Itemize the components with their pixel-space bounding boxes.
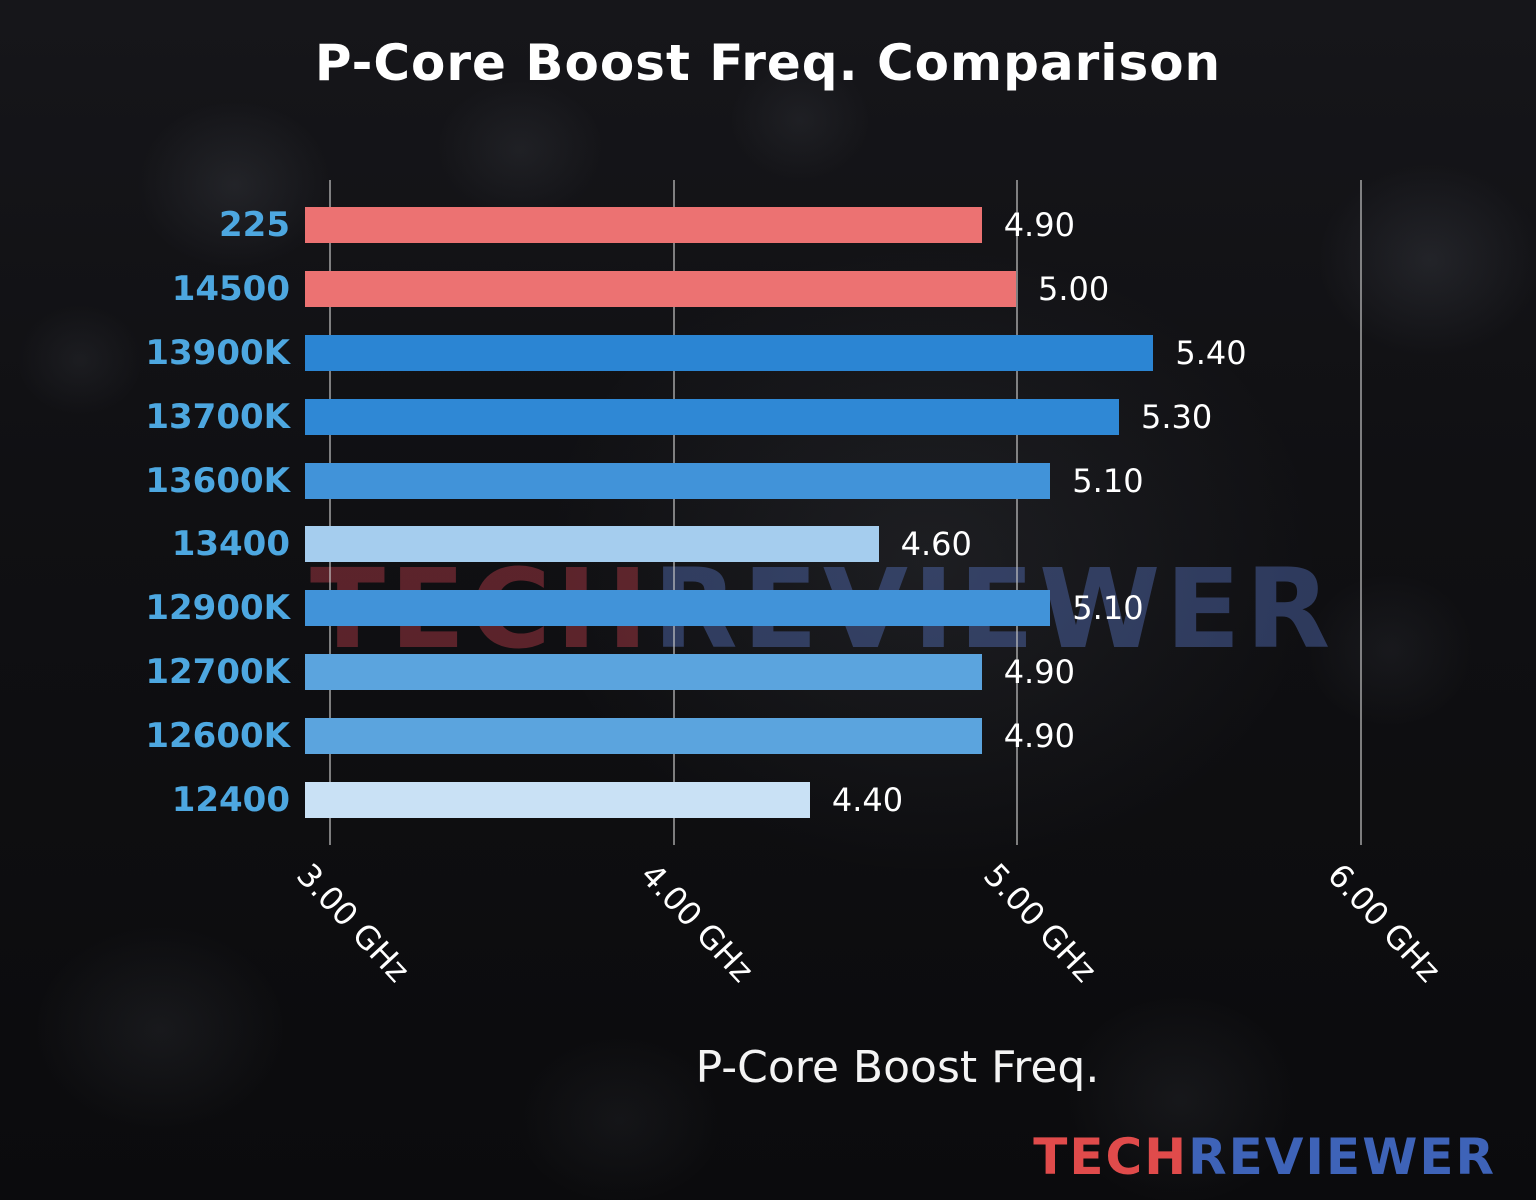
x-tick-label: 5.00 GHz <box>976 856 1105 990</box>
y-axis-labels: 225 14500 13900K 13700K 13600K 13400 12900K 127… <box>0 193 290 832</box>
watermark-corner: TECHREVIEWER <box>1033 1128 1496 1186</box>
bar-row: 5.30 <box>305 385 1490 449</box>
bar-row: 5.10 <box>305 449 1490 513</box>
bar-row: 5.40 <box>305 321 1490 385</box>
bar <box>305 270 1016 307</box>
bar <box>305 462 1051 499</box>
category-label: 13900K <box>145 332 290 373</box>
value-label: 5.30 <box>1141 397 1213 436</box>
value-label: 4.90 <box>1003 653 1075 692</box>
bar <box>305 526 879 563</box>
gridline <box>1359 180 1362 845</box>
bar <box>305 398 1119 435</box>
category-label: 13700K <box>145 396 290 437</box>
bar-row: 5.00 <box>305 257 1490 321</box>
value-label: 4.90 <box>1003 205 1075 244</box>
gridline <box>672 180 675 845</box>
bar-row: 4.90 <box>305 640 1490 704</box>
category-label: 12400 <box>171 780 290 821</box>
value-label: 4.90 <box>1003 717 1075 756</box>
category-label: 13400 <box>171 524 290 565</box>
x-tick-label: 6.00 GHz <box>1319 856 1448 990</box>
bar <box>305 334 1154 371</box>
bar-row: 5.10 <box>305 576 1490 640</box>
bar <box>305 782 810 819</box>
gridline <box>1016 180 1018 845</box>
bars-layer: 4.90 5.00 5.40 5.30 5.10 4.60 5.10 4.90 4.90 4.40 <box>305 193 1490 832</box>
bar <box>305 590 1051 627</box>
value-label: 4.40 <box>831 781 904 820</box>
bar-row: 4.90 <box>305 704 1490 768</box>
category-label: 12900K <box>145 588 290 629</box>
category-label: 12700K <box>145 652 290 693</box>
x-axis-label: P-Core Boost Freq. <box>695 1042 1100 1093</box>
value-label: 5.10 <box>1072 461 1144 500</box>
x-tick-label: 4.00 GHz <box>632 856 761 990</box>
value-label: 5.40 <box>1175 333 1247 372</box>
category-label: 12600K <box>145 716 290 757</box>
plot-area: 4.90 5.00 5.40 5.30 5.10 4.60 5.10 4.90 4.90 4.40 <box>305 180 1490 845</box>
category-label: 13600K <box>145 460 290 501</box>
x-tick-label: 3.00 GHz <box>289 856 418 990</box>
bar-row: 4.40 <box>305 768 1490 832</box>
gridlines-layer <box>305 180 1490 845</box>
bar-row: 4.90 <box>305 193 1490 257</box>
value-label: 4.60 <box>900 525 972 564</box>
bar-row: 4.60 <box>305 513 1490 577</box>
gridline <box>329 180 331 845</box>
value-label: 5.00 <box>1038 269 1110 308</box>
category-label: 225 <box>219 204 290 245</box>
bar <box>305 654 982 691</box>
category-label: 14500 <box>171 268 290 309</box>
value-label: 5.10 <box>1072 589 1144 628</box>
watermark-corner-reviewer: REVIEWER <box>1188 1128 1496 1186</box>
watermark-corner-tech: TECH <box>1033 1128 1189 1186</box>
chart-title: P-Core Boost Freq. Comparison <box>314 34 1222 92</box>
bar <box>305 718 982 755</box>
bar <box>305 206 982 243</box>
